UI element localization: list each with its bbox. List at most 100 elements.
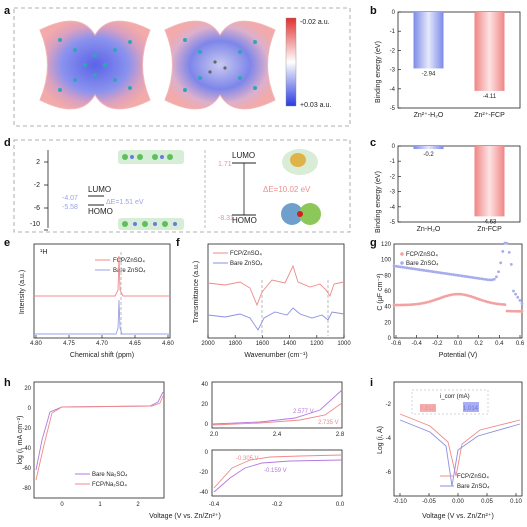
panel-a-frame [13,7,351,127]
h-ytick: -40 [22,446,31,452]
g-point-bare [418,268,421,272]
g-point-fcp [465,293,468,297]
h-ytick: -60 [22,466,31,472]
bar-ytick-label: 0 [392,144,396,150]
g-point-fcp [392,303,396,307]
g-point-bare [463,274,466,278]
bar-category-label: Zn²⁺-FCP [474,112,505,119]
g-point-fcp [424,301,428,304]
g-point-bare [499,261,503,265]
right-orbital-top [282,149,318,175]
bar-ytick-label: -4 [390,87,396,93]
xtick-label: 1400 [283,341,297,347]
g-point-fcp [518,309,522,313]
bar-ytick-label: -3 [390,68,396,74]
g-point-bare [420,268,424,272]
h-inset-bottom-ytick: 0 [205,450,209,456]
e-nucleus: ¹H [40,249,47,256]
d-ytick: -2 [34,182,40,189]
bar-frame [397,145,521,223]
bar-value-label: -4.11 [483,94,497,100]
h-series-bare [35,391,164,471]
h-legend-1: FCP/Na₂SO₄ [92,482,127,488]
g-point-bare [452,273,456,277]
e-frame [33,243,171,339]
xtick-label: 0.6 [516,341,525,347]
g-point-bare [413,267,417,271]
i-legend-1: Bare ZnSO₄ [457,484,490,490]
g-point-bare [465,275,468,278]
g-point-bare [422,268,426,272]
g-ylabel: C (μF cm⁻²) [377,273,384,310]
panel-c-label: c [370,137,376,149]
e-legend-0: FCP/ZnSO₄ [113,258,145,264]
i-inset-value-0: 0.813 [420,406,436,412]
panel-d-yticks: 2 -2 -6 -10 [30,159,48,231]
g-point-bare [505,241,509,245]
g-point-fcp [394,303,398,307]
h-series-fcp [35,395,164,481]
g-legend-1: Bare ZnSO₄ [406,261,439,267]
xtick-label: -0.2 [432,341,443,347]
g-point-bare [441,271,445,275]
g-point-bare [392,264,396,268]
bar-category-label: Zn²⁺-H₂O [414,112,444,119]
g-point-fcp [482,299,485,303]
left-lumo-label: LUMO [88,185,111,194]
g-point-bare [477,277,481,280]
xtick-label: 4.65 [129,341,141,347]
xtick-label: -0.10 [393,499,407,505]
h-ytick: 20 [24,386,31,392]
h-xtick: 2 [136,502,140,508]
h-inset-top-ytick: 20 [201,402,208,408]
g-point-fcp [435,297,439,301]
xtick-label: -0.6 [391,341,402,347]
h-xtick: 1 [98,502,102,508]
g-point-bare [437,271,441,274]
panel-d: d 2 -2 -6 -10 -4.07 -5.58 LUMO HOMO ΔE=1… [4,137,351,233]
left-orbital-bottom [118,218,184,230]
g-point-bare [433,270,436,274]
g-point-fcp [418,302,421,306]
h-legend-0: Bare Na₂SO₄ [92,472,128,478]
left-homo-value: -5.58 [62,204,78,211]
h-inset-top-label-1: 2.735 V [318,420,339,426]
g-point-fcp [497,302,500,306]
bar-value-label: -4.63 [483,219,497,225]
ytick-label: 60 [384,289,391,295]
right-homo-value: -8.31 [218,215,234,222]
panel-i: i Log (i, A) Voltage (V vs. Zn/Zn²⁺) -0.… [370,377,522,520]
g-frame [393,243,523,339]
h-inset-bottom-label-0: -0.305 V [236,456,259,462]
g-point-fcp [443,294,447,298]
left-orbital-top [118,150,184,164]
molecule-esp-right [164,20,276,110]
i-ytick: -6 [386,470,392,476]
g-point-fcp [416,302,419,306]
g-point-fcp [488,301,492,304]
panel-d-label: d [4,137,11,149]
g-point-fcp [495,302,498,306]
g-point-fcp [433,298,436,302]
g-point-fcp [471,295,475,299]
g-point-bare [448,272,451,276]
h-inset-top-ytick: 0 [205,422,209,428]
f-frame [207,243,345,339]
d-ytick: 2 [36,159,40,166]
i-ytick: -4 [386,436,392,442]
h-inset-top-xtick: 2.0 [210,432,219,438]
xtick-label: 4.60 [162,341,174,347]
panel-f-label: f [176,237,180,249]
g-point-fcp [448,293,451,297]
panel-e: e ¹H Intensity (a.u.) Chemical shift (pp… [4,237,174,359]
i-legend-0: FCP/ZnSO₄ [457,474,489,480]
g-point-bare [411,267,415,271]
xtick-label: 4.75 [63,341,75,347]
bar-category-label: Zn-H₂O [417,226,441,233]
xtick-label: 1800 [229,341,243,347]
g-point-bare [401,265,404,269]
colorbar [285,17,297,107]
h-inset-bottom-ytick: -40 [199,490,208,496]
g-point-bare [450,272,453,276]
ytick-label: 40 [384,305,391,311]
